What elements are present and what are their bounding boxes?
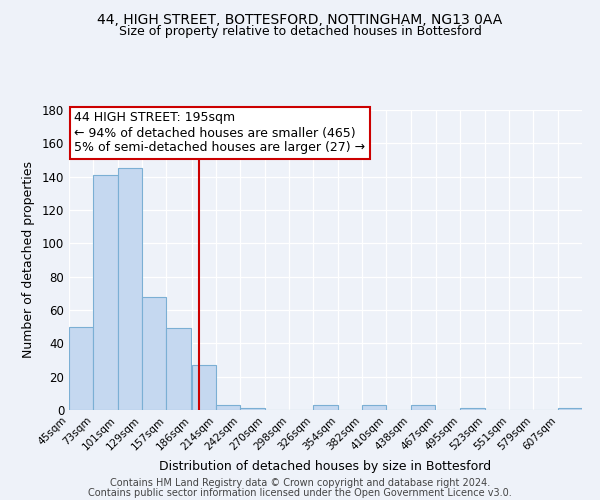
Bar: [313, 405, 338, 410]
Text: 44, HIGH STREET, BOTTESFORD, NOTTINGHAM, NG13 0AA: 44, HIGH STREET, BOTTESFORD, NOTTINGHAM,…: [97, 12, 503, 26]
Bar: [142, 296, 166, 410]
Bar: [362, 405, 386, 410]
Y-axis label: Number of detached properties: Number of detached properties: [22, 162, 35, 358]
X-axis label: Distribution of detached houses by size in Bottesford: Distribution of detached houses by size …: [160, 460, 491, 473]
Bar: [411, 405, 435, 410]
Bar: [94, 175, 118, 410]
Bar: [118, 168, 142, 410]
Bar: [216, 405, 240, 410]
Bar: [557, 408, 582, 410]
Bar: [240, 408, 265, 410]
Text: 44 HIGH STREET: 195sqm
← 94% of detached houses are smaller (465)
5% of semi-det: 44 HIGH STREET: 195sqm ← 94% of detached…: [74, 112, 365, 154]
Bar: [166, 328, 191, 410]
Text: Size of property relative to detached houses in Bottesford: Size of property relative to detached ho…: [119, 25, 481, 38]
Text: Contains public sector information licensed under the Open Government Licence v3: Contains public sector information licen…: [88, 488, 512, 498]
Bar: [191, 365, 216, 410]
Bar: [69, 326, 94, 410]
Bar: [460, 408, 485, 410]
Text: Contains HM Land Registry data © Crown copyright and database right 2024.: Contains HM Land Registry data © Crown c…: [110, 478, 490, 488]
